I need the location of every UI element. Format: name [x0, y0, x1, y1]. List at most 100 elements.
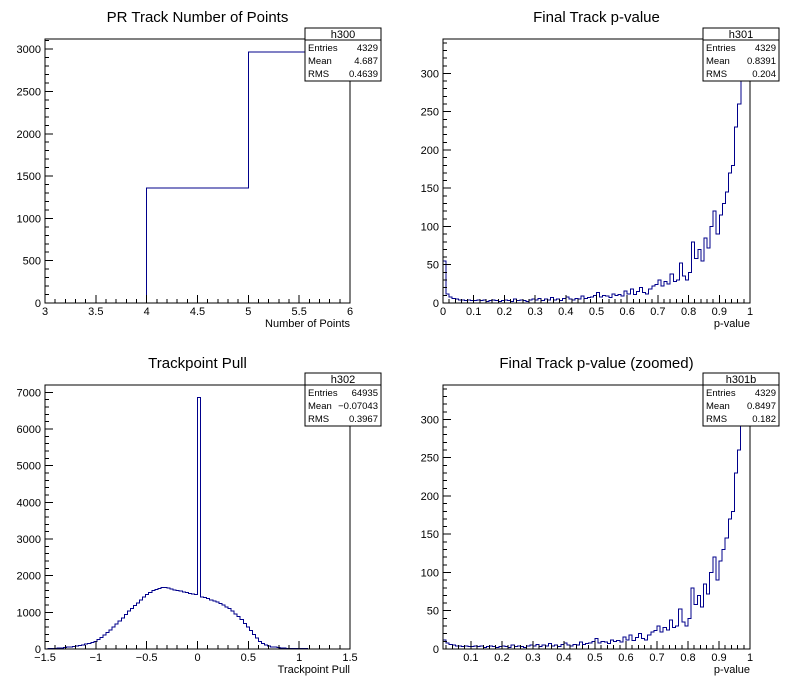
y-tick-label: 6000 [17, 424, 41, 436]
y-tick-label: 1000 [17, 607, 41, 619]
x-axis-label: p-value [714, 318, 750, 330]
y-tick-label: 200 [421, 491, 439, 503]
stats-value: 0.4639 [349, 69, 378, 80]
x-tick-label: 0.9 [712, 306, 727, 318]
stats-label: RMS [308, 414, 329, 425]
stats-value: 0.182 [752, 414, 776, 425]
stats-label: Mean [706, 401, 730, 412]
y-tick-label: 7000 [17, 387, 41, 399]
x-tick-label: 0.6 [618, 652, 633, 664]
histogram-line-h300 [146, 51, 350, 303]
x-axis-label: p-value [714, 664, 750, 676]
y-tick-label: 100 [421, 567, 439, 579]
x-tick-label: 0.4 [558, 306, 573, 318]
y-tick-label: 3000 [17, 534, 41, 546]
x-tick-label: 1 [747, 306, 753, 318]
x-tick-label: 1 [296, 652, 302, 664]
x-tick-label: 4.5 [190, 306, 205, 318]
x-tick-label: 1.5 [342, 652, 357, 664]
stats-label: Mean [308, 56, 332, 67]
stats-box-name: h302 [331, 374, 355, 386]
y-tick-label: 250 [421, 107, 439, 119]
y-tick-label: 500 [23, 256, 41, 268]
chart-title: Trackpoint Pull [148, 355, 247, 372]
stats-value: 0.204 [752, 69, 776, 80]
x-tick-label: 0.5 [589, 306, 604, 318]
y-tick-label: 300 [421, 414, 439, 426]
y-tick-label: 4000 [17, 497, 41, 509]
x-tick-label: 3.5 [88, 306, 103, 318]
y-tick-label: 2000 [17, 129, 41, 141]
x-tick-label: 0 [440, 306, 446, 318]
y-tick-label: 0 [433, 644, 439, 656]
y-tick-label: 0 [35, 644, 41, 656]
x-tick-label: −1.5 [34, 652, 56, 664]
histogram-line-h302 [45, 396, 350, 649]
y-tick-label: 2000 [17, 571, 41, 583]
x-tick-label: 0.5 [241, 652, 256, 664]
chart-title: Final Track p-value (zoomed) [499, 355, 693, 372]
stats-box-h301b: h301b Entries 4329 Mean 0.8497 RMS 0.182 [702, 372, 780, 427]
y-tick-label: 300 [421, 68, 439, 80]
stats-box-name: h301b [726, 374, 757, 386]
histogram-line-h301 [443, 39, 750, 302]
y-tick-label: 100 [421, 221, 439, 233]
chart-title: Final Track p-value [533, 9, 660, 26]
x-tick-label: 1 [747, 652, 753, 664]
stats-value: 4329 [357, 43, 378, 54]
x-tick-label: 0.7 [649, 652, 664, 664]
x-tick-label: 0.3 [527, 306, 542, 318]
histogram-panel-h301: Final Track p-value 0 0.1 0.2 0.3 0.4 0.5 0.6 0.… [421, 9, 780, 330]
x-axis-label: Number of Points [265, 318, 350, 330]
y-tick-label: 50 [427, 606, 439, 618]
stats-box-frame [702, 372, 780, 427]
stats-label: RMS [706, 414, 727, 425]
stats-label: Entries [308, 43, 338, 54]
stats-box-frame [304, 372, 382, 427]
y-tick-label: 0 [35, 298, 41, 310]
y-tick-label: 50 [427, 260, 439, 272]
x-tick-label: 0.7 [650, 306, 665, 318]
chart-title: PR Track Number of Points [107, 9, 289, 26]
stats-box-h301: h301 Entries 4329 Mean 0.8391 RMS 0.204 [702, 27, 780, 82]
stats-value: 0.8391 [747, 56, 776, 67]
stats-value: 0.3967 [349, 414, 378, 425]
x-axis-label: Trackpoint Pull [278, 664, 350, 676]
x-tick-label: −1 [90, 652, 103, 664]
x-tick-label: 0.4 [556, 652, 571, 664]
y-tick-label: 150 [421, 529, 439, 541]
x-tick-label: 0.3 [525, 652, 540, 664]
stats-label: RMS [308, 69, 329, 80]
stats-value: 0.8497 [747, 401, 776, 412]
y-tick-label: 250 [421, 453, 439, 465]
y-tick-label: 5000 [17, 461, 41, 473]
stats-label: Mean [308, 401, 332, 412]
stats-label: RMS [706, 69, 727, 80]
y-tick-label: 0 [433, 298, 439, 310]
stats-box-frame [702, 27, 780, 82]
plot-frame [442, 384, 751, 650]
x-tick-label: −0.5 [136, 652, 158, 664]
stats-label: Entries [308, 388, 338, 399]
histogram-panel-h300: PR Track Number of Points 3 3.5 4 4.5 5 5.5 6 0 5… [17, 9, 382, 330]
x-tick-label: 0.8 [680, 652, 695, 664]
x-tick-label: 5 [245, 306, 251, 318]
stats-value: 4329 [755, 388, 776, 399]
stats-box-frame [304, 27, 382, 82]
stats-box-h302: h302 Entries 64935 Mean −0.07043 RMS 0.3967 [304, 372, 382, 427]
y-tick-label: 1000 [17, 213, 41, 225]
stats-label: Mean [706, 56, 730, 67]
y-tick-label: 2500 [17, 86, 41, 98]
stats-value: 4.687 [354, 56, 378, 67]
histogram-panel-h301b: Final Track p-value (zoomed) 0.1 0.2 0.3 0.4… [421, 355, 780, 676]
histogram-panel-h302: Trackpoint Pull −1.5 −1 −0.5 0 0.5 1 1.5 0 1000 20… [17, 355, 382, 676]
x-tick-label: 0.9 [711, 652, 726, 664]
x-tick-label: 0.8 [681, 306, 696, 318]
x-tick-label: 0.5 [587, 652, 602, 664]
stats-label: Entries [706, 43, 736, 54]
stats-box-name: h300 [331, 29, 355, 41]
x-tick-label: 0 [194, 652, 200, 664]
x-tick-label: 3 [42, 306, 48, 318]
x-tick-label: 0.2 [497, 306, 512, 318]
